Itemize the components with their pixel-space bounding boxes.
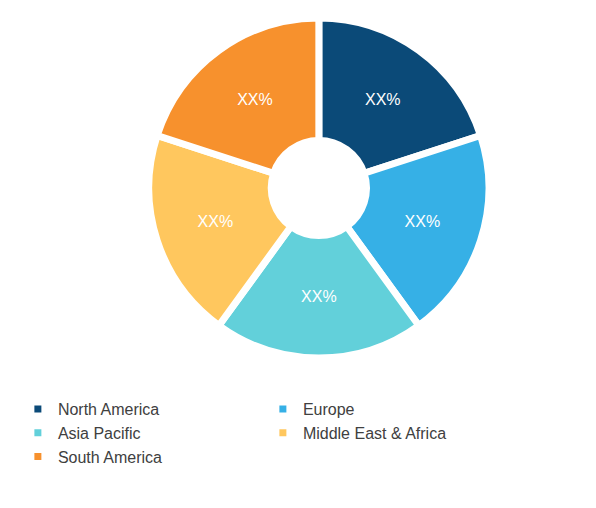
svg-text:Middle East & Africa: Middle East & Africa bbox=[303, 425, 446, 442]
svg-text:XX%: XX% bbox=[301, 288, 337, 305]
svg-text:XX%: XX% bbox=[405, 213, 441, 230]
svg-text:XX%: XX% bbox=[365, 91, 401, 108]
svg-text:XX%: XX% bbox=[198, 213, 234, 230]
svg-text:South America: South America bbox=[58, 449, 162, 466]
svg-text:XX%: XX% bbox=[237, 91, 273, 108]
svg-text:Europe: Europe bbox=[303, 401, 355, 418]
svg-text:Asia Pacific: Asia Pacific bbox=[58, 425, 141, 442]
svg-text:North America: North America bbox=[58, 401, 159, 418]
